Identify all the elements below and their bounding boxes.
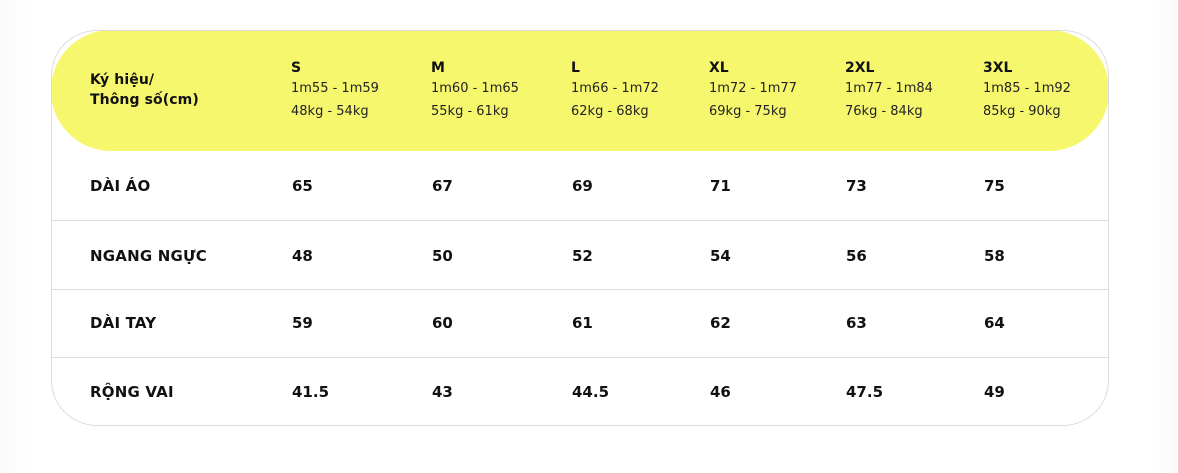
table-cell: 48 — [292, 247, 313, 265]
table-cell: 52 — [572, 247, 593, 265]
table-cell: 60 — [432, 314, 453, 332]
size-header-2xl: 2XL 1m77 - 1m84 76kg - 84kg — [845, 60, 933, 123]
table-cell: 75 — [984, 177, 1005, 195]
table-cell: 62 — [710, 314, 731, 332]
size-weight-range: 55kg - 61kg — [431, 104, 509, 119]
table-cell: 59 — [292, 314, 313, 332]
table-cell: 46 — [710, 383, 731, 401]
table-cell: 61 — [572, 314, 593, 332]
table-cell: 50 — [432, 247, 453, 265]
row-label: DÀI TAY — [90, 314, 157, 332]
size-name: L — [571, 60, 580, 76]
size-height-range: 1m85 - 1m92 — [983, 81, 1071, 96]
size-header-l: L 1m66 - 1m72 62kg - 68kg — [571, 60, 659, 123]
table-cell: 54 — [710, 247, 731, 265]
row-label: DÀI ÁO — [90, 177, 151, 195]
corner-header-cell: Ký hiệu/ Thông số(cm) — [90, 70, 199, 110]
size-header-m: M 1m60 - 1m65 55kg - 61kg — [431, 60, 519, 123]
table-cell: 44.5 — [572, 383, 610, 401]
size-name: M — [431, 60, 445, 76]
table-cell: 47.5 — [846, 383, 884, 401]
size-name: 2XL — [845, 60, 875, 76]
table-cell: 73 — [846, 177, 867, 195]
table-cell: 67 — [432, 177, 453, 195]
table-cell: 58 — [984, 247, 1005, 265]
table-row-rong-vai: RỘNG VAI 41.5 43 44.5 46 47.5 49 — [52, 358, 1108, 425]
size-weight-range: 76kg - 84kg — [845, 104, 923, 119]
table-cell: 71 — [710, 177, 731, 195]
corner-label-line2: Thông số(cm) — [90, 92, 199, 108]
size-height-range: 1m77 - 1m84 — [845, 81, 933, 96]
table-header-row: Ký hiệu/ Thông số(cm) S 1m55 - 1m59 48kg… — [52, 31, 1108, 151]
table-cell: 64 — [984, 314, 1005, 332]
size-height-range: 1m72 - 1m77 — [709, 81, 797, 96]
table-row-ngang-nguc: NGANG NGỰC 48 50 52 54 56 58 — [52, 221, 1108, 290]
table-cell: 65 — [292, 177, 313, 195]
size-header-xl: XL 1m72 - 1m77 69kg - 75kg — [709, 60, 797, 123]
size-header-3xl: 3XL 1m85 - 1m92 85kg - 90kg — [983, 60, 1071, 123]
size-name: S — [291, 60, 302, 76]
size-header-s: S 1m55 - 1m59 48kg - 54kg — [291, 60, 379, 123]
size-weight-range: 69kg - 75kg — [709, 104, 787, 119]
size-height-range: 1m55 - 1m59 — [291, 81, 379, 96]
size-name: XL — [709, 60, 729, 76]
table-cell: 63 — [846, 314, 867, 332]
row-label: NGANG NGỰC — [90, 247, 207, 265]
table-row-dai-ao: DÀI ÁO 65 67 69 71 73 75 — [52, 151, 1108, 221]
corner-label-line1: Ký hiệu/ — [90, 72, 155, 88]
size-weight-range: 48kg - 54kg — [291, 104, 369, 119]
table-cell: 56 — [846, 247, 867, 265]
size-weight-range: 62kg - 68kg — [571, 104, 649, 119]
size-weight-range: 85kg - 90kg — [983, 104, 1061, 119]
size-height-range: 1m60 - 1m65 — [431, 81, 519, 96]
table-row-dai-tay: DÀI TAY 59 60 61 62 63 64 — [52, 290, 1108, 358]
table-cell: 41.5 — [292, 383, 330, 401]
row-label: RỘNG VAI — [90, 383, 174, 401]
table-cell: 49 — [984, 383, 1005, 401]
table-cell: 43 — [432, 383, 453, 401]
table-cell: 69 — [572, 177, 593, 195]
size-chart-table: Ký hiệu/ Thông số(cm) S 1m55 - 1m59 48kg… — [51, 30, 1109, 426]
size-height-range: 1m66 - 1m72 — [571, 81, 659, 96]
size-name: 3XL — [983, 60, 1013, 76]
